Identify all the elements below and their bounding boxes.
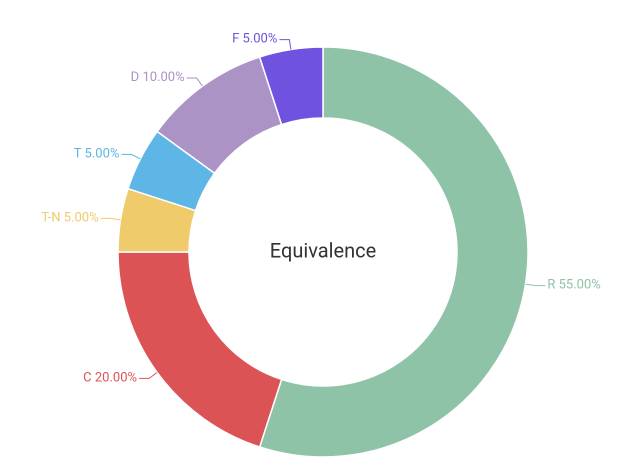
slice-value-label: 5.00% (85, 147, 120, 162)
leader-line (279, 39, 292, 50)
slice-value-label: 10.00% (142, 70, 184, 85)
donut-segment (258, 46, 529, 458)
leader-line (139, 372, 158, 379)
leader-line (121, 153, 141, 160)
slice-label: F 5.00% (232, 32, 277, 47)
slice-label: D 10.00% (131, 70, 185, 85)
slice-category: R (547, 278, 555, 293)
slice-label: T-N 5.00% (41, 211, 98, 226)
leader-line (186, 77, 203, 87)
slice-category: T (74, 147, 82, 162)
slice-value-label: 20.00% (95, 371, 137, 386)
slice-category: C (83, 371, 91, 386)
slice-category: F (232, 32, 239, 47)
chart-title: Equivalence (270, 238, 376, 262)
leader-line (100, 217, 121, 221)
slice-label: R 55.00% (547, 278, 600, 293)
donut-segment (258, 46, 324, 126)
slice-value-label: 55.00% (559, 278, 601, 293)
slice-value-label: 5.00% (64, 211, 99, 226)
leader-line (525, 283, 546, 287)
donut-segment (117, 251, 283, 448)
slice-label: T 5.00% (74, 147, 120, 162)
slice-category: D (131, 70, 140, 85)
slice-category: T-N (41, 211, 60, 226)
slice-label: C 20.00% (83, 371, 137, 386)
slice-value-label: 5.00% (242, 32, 277, 47)
